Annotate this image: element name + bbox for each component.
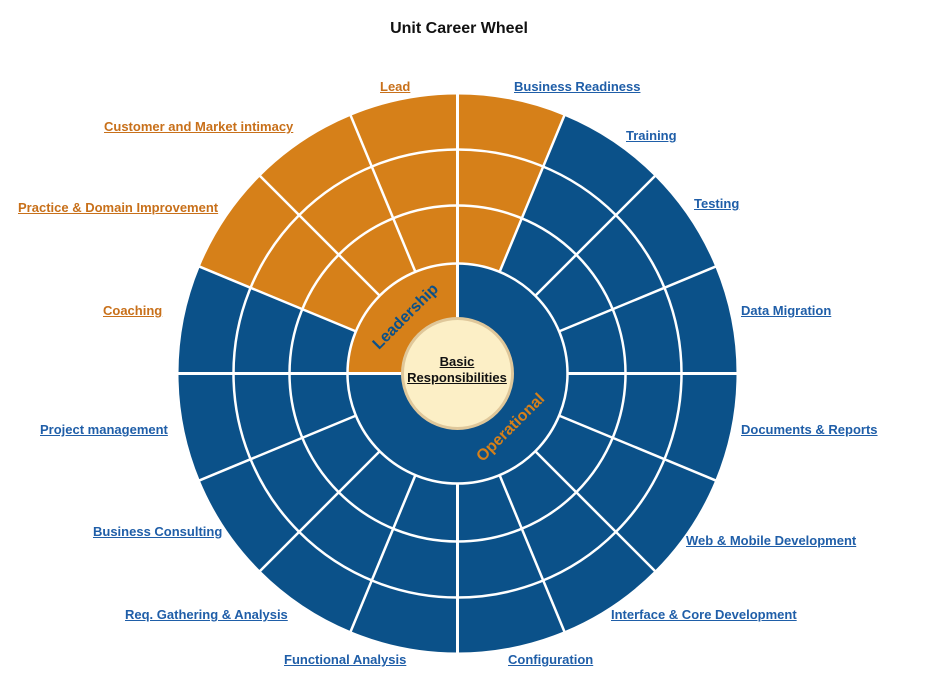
wheel-segment-customer-and-market-intimacy[interactable] xyxy=(350,94,458,272)
link-project-management[interactable]: Project management xyxy=(40,422,168,437)
wheel-segment-functional-analysis[interactable] xyxy=(260,451,416,632)
radial-divider xyxy=(257,450,381,574)
core-label-line1: Basic xyxy=(439,354,475,369)
link-lead[interactable]: Lead xyxy=(380,79,411,94)
wheel-segment-business-consulting[interactable] xyxy=(178,373,356,481)
operational-band[interactable] xyxy=(347,263,568,484)
wheel-segment-training[interactable] xyxy=(535,176,716,332)
radial-divider xyxy=(558,264,718,333)
page-title: Unit Career Wheel xyxy=(390,20,528,37)
radial-divider xyxy=(498,474,567,634)
link-req-gathering-analysis[interactable]: Req. Gathering & Analysis xyxy=(125,607,288,622)
core-label[interactable]: Basic Responsibilities xyxy=(397,354,517,386)
link-interface-core-development[interactable]: Interface & Core Development xyxy=(611,607,797,622)
link-testing[interactable]: Testing xyxy=(694,196,740,211)
core-circle[interactable] xyxy=(401,317,514,430)
link-coaching[interactable]: Coaching xyxy=(103,303,163,318)
wheel-segment-lead[interactable] xyxy=(457,94,565,272)
link-documents-reports[interactable]: Documents & Reports xyxy=(741,422,878,437)
radial-divider xyxy=(197,414,357,483)
link-data-migration[interactable]: Data Migration xyxy=(741,303,832,318)
wheel-segment-testing[interactable] xyxy=(559,266,737,374)
wheel-segments xyxy=(178,94,737,653)
link-business-consulting[interactable]: Business Consulting xyxy=(93,524,223,539)
wheel-segment-practice-domain-improvement[interactable] xyxy=(260,115,416,296)
wheel-segment-project-management[interactable] xyxy=(178,266,356,374)
radial-divider xyxy=(558,414,718,483)
wheel-segment-interface-core-development[interactable] xyxy=(457,475,565,653)
radial-divider xyxy=(534,450,658,574)
wheel-segment-documents-reports[interactable] xyxy=(535,415,716,571)
wheel-segment-coaching[interactable] xyxy=(199,176,380,332)
link-training[interactable]: Training xyxy=(626,128,677,143)
core-label-line2: Responsibilities xyxy=(407,370,507,385)
link-configuration[interactable]: Configuration xyxy=(508,652,594,667)
link-functional-analysis[interactable]: Functional Analysis xyxy=(284,652,407,667)
link-web-mobile-development[interactable]: Web & Mobile Development xyxy=(686,533,857,548)
radial-divider xyxy=(257,173,381,297)
leadership-band[interactable] xyxy=(347,263,458,374)
radial-divider xyxy=(498,113,567,273)
wheel-segment-data-migration[interactable] xyxy=(559,373,737,481)
wheel-segment-web-mobile-development[interactable] xyxy=(499,451,655,632)
wheel-segment-configuration[interactable] xyxy=(350,475,458,653)
wheel-segment-business-readiness[interactable] xyxy=(499,115,655,296)
radial-divider xyxy=(534,173,658,297)
link-customer-and-market-intimacy[interactable]: Customer and Market intimacy xyxy=(104,119,294,134)
link-practice-domain-improvement[interactable]: Practice & Domain Improvement xyxy=(18,200,219,215)
wheel-dividers xyxy=(176,92,739,655)
link-business-readiness[interactable]: Business Readiness xyxy=(514,79,641,94)
radial-divider xyxy=(197,264,357,333)
radial-divider xyxy=(348,113,417,273)
radial-divider xyxy=(348,474,417,634)
wheel-segment-req-gathering-analysis[interactable] xyxy=(199,415,380,571)
